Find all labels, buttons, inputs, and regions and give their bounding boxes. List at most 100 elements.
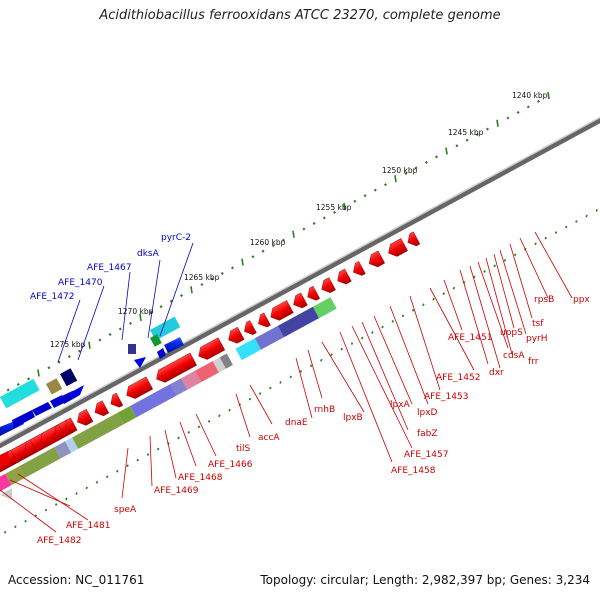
leader-line — [499, 249, 527, 335]
leader-line — [195, 413, 217, 457]
gene-label: AFE_1482 — [37, 536, 81, 546]
kbp-label: 1245 kbp — [448, 128, 484, 137]
ruler-tick — [434, 155, 439, 159]
leader-line — [295, 357, 313, 419]
ruler-tick — [179, 294, 184, 298]
gene-label: dnaE — [285, 418, 308, 428]
track-tick — [3, 530, 7, 534]
ruler-tick — [37, 369, 40, 377]
leader-line — [477, 261, 509, 349]
track-tick — [391, 320, 395, 323]
gene-label: AFE_1467 — [87, 263, 131, 273]
gene-label: AFE_1453 — [424, 392, 468, 402]
ruler-tick — [465, 138, 469, 142]
annotation-segment — [312, 297, 337, 319]
ruler-tick — [261, 249, 265, 253]
ruler-tick — [200, 282, 204, 287]
ruler-tick — [475, 133, 479, 137]
ruler-tick — [128, 321, 133, 325]
track-tick — [269, 386, 272, 390]
gene-label: lpxB — [343, 413, 363, 423]
track-tick — [381, 325, 384, 329]
leader-line — [469, 265, 501, 369]
ruler-tick — [404, 171, 408, 176]
cds-arrow — [407, 231, 421, 247]
leader-line — [485, 257, 513, 355]
ruler-tick — [322, 216, 326, 220]
cds-arrow — [156, 352, 197, 383]
leader-line — [534, 231, 573, 299]
cds-arrow — [368, 250, 386, 268]
gene-label: AFE_1458 — [391, 466, 436, 476]
ruler-tick — [149, 310, 153, 314]
ruler-tick — [302, 227, 306, 231]
cds-arrow — [321, 277, 336, 293]
ruler-tick — [455, 144, 459, 148]
track-tick — [14, 525, 17, 529]
ruler-tick — [312, 221, 316, 225]
track-tick — [299, 369, 303, 373]
annotation-segment — [195, 361, 219, 383]
leader-line — [373, 315, 413, 405]
gene-label: dksA — [137, 249, 160, 259]
leader-line — [121, 447, 129, 499]
track-tick — [136, 458, 140, 462]
annotation-segment — [54, 441, 72, 459]
track-tick — [330, 353, 333, 357]
ruler-tick — [547, 91, 550, 100]
track-tick — [564, 225, 568, 229]
forward-strand-genes — [0, 316, 184, 500]
ruler-tick — [383, 183, 388, 187]
ruler-tick — [363, 194, 367, 198]
track-tick — [575, 220, 578, 223]
track-tick — [595, 209, 599, 212]
gene-label: AFE_1451 — [448, 333, 492, 343]
track-tick — [452, 286, 456, 290]
ruler-tick — [190, 286, 193, 294]
gene-label: ppx — [573, 295, 590, 305]
leader-line — [307, 349, 323, 399]
track-tick — [156, 447, 160, 451]
leader-line — [351, 325, 413, 449]
gene-label: cdsA — [503, 351, 525, 361]
cds-arrow — [198, 337, 226, 360]
leader-line — [519, 237, 549, 299]
map-title: Acidithiobacillus ferrooxidans ATCC 2327… — [99, 8, 501, 23]
gene-label: speA — [114, 505, 137, 515]
gene-label: pyrC-2 — [161, 233, 191, 243]
annotation-segment — [212, 357, 226, 373]
cds-arrow — [337, 268, 352, 285]
leader-line — [121, 271, 131, 341]
track-tick — [360, 336, 364, 340]
ruler-tick — [241, 258, 244, 266]
gene-label: lpxA — [390, 400, 411, 410]
label-leader-lines — [0, 231, 573, 533]
leader-line — [57, 299, 81, 363]
cds-arrow — [270, 300, 294, 321]
gene-label: AFE_1457 — [404, 450, 448, 460]
track-tick — [65, 497, 68, 501]
kbp-label: 1250 kbp — [382, 166, 418, 175]
leader-line — [409, 295, 441, 391]
ruler-tick — [332, 210, 337, 214]
ruler-tick — [67, 355, 71, 359]
kbp-label: 1265 kbp — [184, 273, 220, 282]
track-tick — [503, 258, 507, 262]
gene-label: AFE_1470 — [58, 278, 103, 288]
leader-line — [159, 242, 194, 337]
ruler-tick — [139, 313, 142, 322]
annotation-segment — [219, 353, 233, 369]
track-tick — [320, 358, 323, 362]
ruler-tick — [394, 175, 397, 183]
gene-label: rpsB — [534, 295, 554, 305]
leader-line — [493, 253, 515, 329]
track-tick — [228, 408, 231, 412]
annotation-segment — [65, 437, 79, 453]
gene-label: fabZ — [417, 429, 438, 439]
ruler-tick — [373, 188, 377, 192]
ruler-tick — [6, 388, 10, 392]
ruler-tick — [506, 116, 510, 120]
leader-line — [149, 435, 153, 487]
gene-label: dxr — [489, 368, 504, 378]
